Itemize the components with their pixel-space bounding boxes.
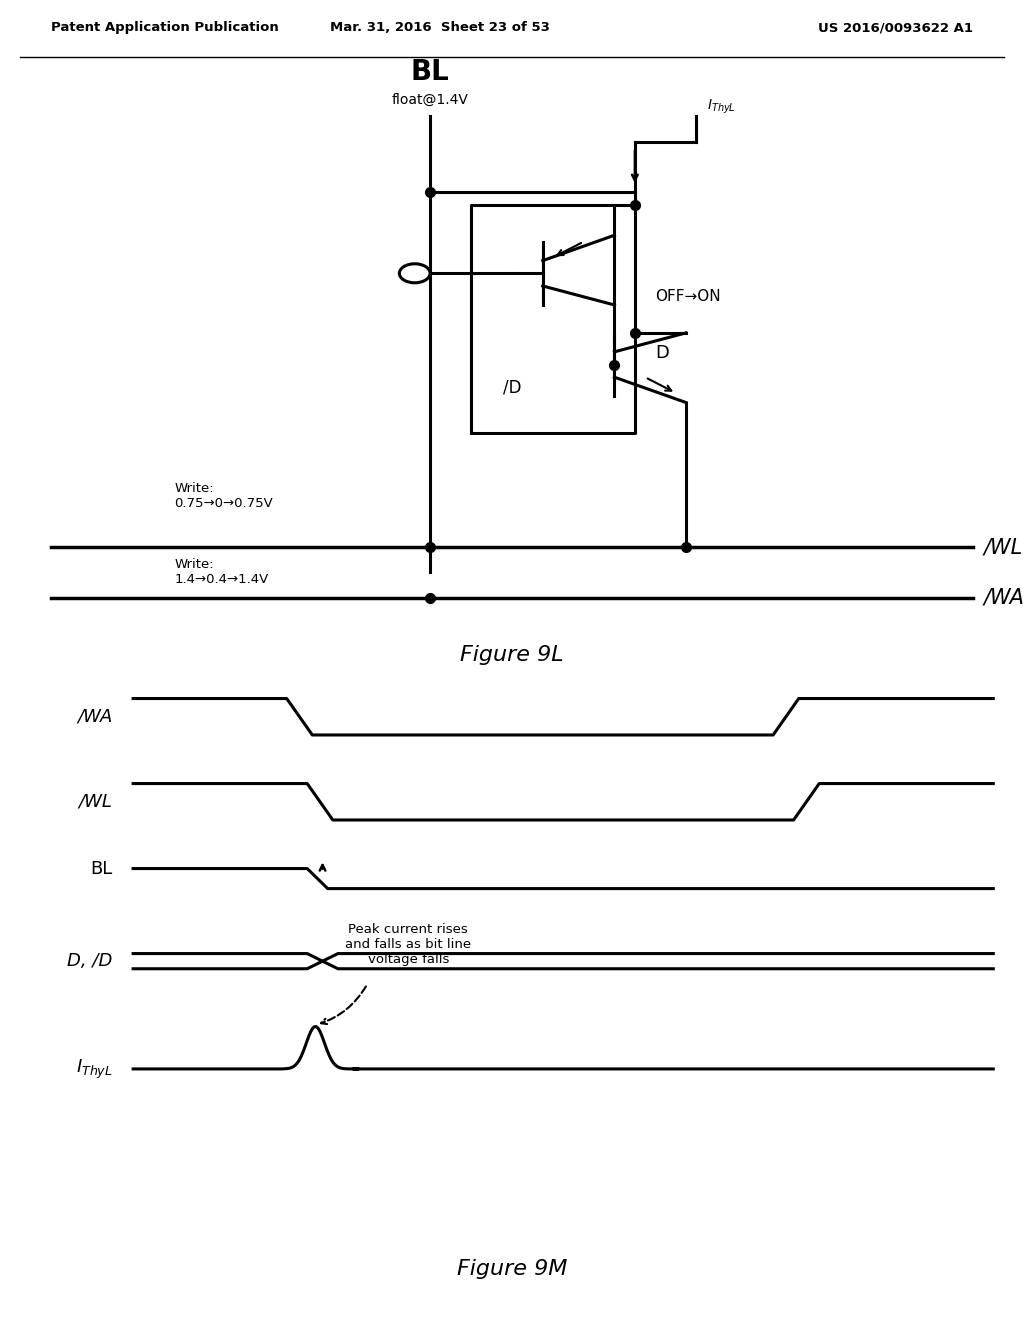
- Text: $I_{ThyL}$: $I_{ThyL}$: [76, 1057, 113, 1081]
- Text: D, /D: D, /D: [68, 952, 113, 970]
- Text: BL: BL: [90, 859, 113, 878]
- Text: BL: BL: [411, 58, 450, 86]
- Text: US 2016/0093622 A1: US 2016/0093622 A1: [818, 21, 973, 34]
- Text: Peak current rises
and falls as bit line
voltage falls: Peak current rises and falls as bit line…: [345, 923, 471, 966]
- Text: /WA: /WA: [77, 708, 113, 726]
- Text: Mar. 31, 2016  Sheet 23 of 53: Mar. 31, 2016 Sheet 23 of 53: [331, 21, 550, 34]
- Text: /WA: /WA: [983, 587, 1024, 607]
- Text: OFF→ON: OFF→ON: [655, 289, 721, 304]
- Text: Patent Application Publication: Patent Application Publication: [51, 21, 279, 34]
- Text: /WL: /WL: [983, 537, 1022, 557]
- Text: Write:
0.75→0→0.75V: Write: 0.75→0→0.75V: [174, 482, 272, 511]
- Text: D: D: [655, 345, 670, 362]
- Text: Write:
1.4→0.4→1.4V: Write: 1.4→0.4→1.4V: [174, 558, 268, 586]
- Text: Figure 9M: Figure 9M: [457, 1259, 567, 1279]
- Text: /WL: /WL: [79, 793, 113, 810]
- Text: float@1.4V: float@1.4V: [391, 94, 469, 107]
- Circle shape: [399, 264, 430, 282]
- Text: /D: /D: [503, 379, 521, 396]
- Text: Figure 9L: Figure 9L: [460, 644, 564, 665]
- Text: $I_{ThyL}$: $I_{ThyL}$: [707, 98, 735, 116]
